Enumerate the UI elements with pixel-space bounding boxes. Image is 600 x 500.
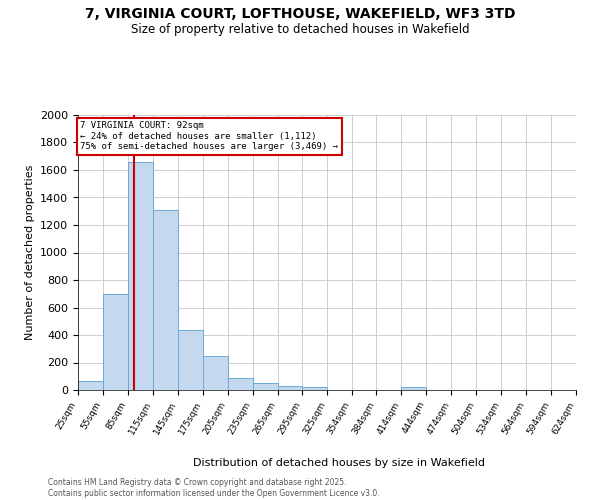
- Bar: [401, 387, 427, 390]
- Bar: [227, 378, 253, 390]
- Bar: [153, 210, 178, 390]
- Text: Size of property relative to detached houses in Wakefield: Size of property relative to detached ho…: [131, 22, 469, 36]
- Text: Distribution of detached houses by size in Wakefield: Distribution of detached houses by size …: [193, 458, 485, 468]
- Bar: [78, 381, 103, 390]
- Y-axis label: Number of detached properties: Number of detached properties: [25, 165, 35, 340]
- Text: 7 VIRGINIA COURT: 92sqm
← 24% of detached houses are smaller (1,112)
75% of semi: 7 VIRGINIA COURT: 92sqm ← 24% of detache…: [80, 121, 338, 151]
- Bar: [278, 386, 302, 390]
- Bar: [302, 386, 328, 390]
- Bar: [178, 330, 203, 390]
- Bar: [253, 383, 278, 390]
- Bar: [103, 294, 128, 390]
- Text: 7, VIRGINIA COURT, LOFTHOUSE, WAKEFIELD, WF3 3TD: 7, VIRGINIA COURT, LOFTHOUSE, WAKEFIELD,…: [85, 8, 515, 22]
- Bar: [203, 356, 227, 390]
- Text: Contains HM Land Registry data © Crown copyright and database right 2025.
Contai: Contains HM Land Registry data © Crown c…: [48, 478, 380, 498]
- Bar: [128, 162, 153, 390]
